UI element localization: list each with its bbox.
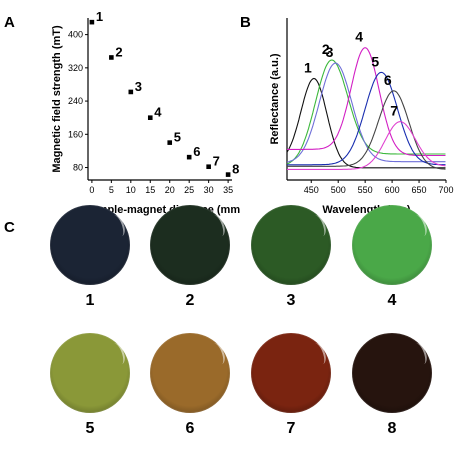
data-point-label: 1 bbox=[96, 9, 103, 24]
data-point bbox=[167, 140, 173, 145]
x-tick-label: 500 bbox=[331, 185, 346, 195]
x-tick-label: 700 bbox=[438, 185, 453, 195]
sample-label-7: 7 bbox=[286, 420, 296, 437]
x-tick-label: 650 bbox=[412, 185, 427, 195]
spectrum-label: 3 bbox=[326, 44, 334, 60]
x-tick-label: 30 bbox=[204, 185, 214, 195]
spectrum-label: 6 bbox=[384, 72, 392, 88]
sample-label-8: 8 bbox=[387, 420, 397, 437]
sample-label-4: 4 bbox=[387, 292, 397, 309]
sample-photo-1 bbox=[50, 205, 130, 285]
glare-highlight bbox=[108, 341, 128, 367]
x-tick-label: 0 bbox=[89, 185, 94, 195]
x-tick-label: 450 bbox=[304, 185, 319, 195]
x-tick-label: 5 bbox=[109, 185, 114, 195]
x-tick-label: 15 bbox=[145, 185, 155, 195]
spectrum-label: 7 bbox=[390, 103, 398, 119]
spectrum-line bbox=[287, 71, 446, 166]
spectrum-line bbox=[286, 62, 446, 163]
data-point bbox=[89, 19, 95, 25]
data-point-label: 3 bbox=[135, 79, 142, 94]
y-tick-label: 400 bbox=[68, 30, 83, 40]
data-point bbox=[225, 172, 231, 177]
sample-label-2: 2 bbox=[185, 292, 195, 309]
data-point bbox=[128, 89, 134, 95]
spectrum-label: 4 bbox=[355, 29, 363, 45]
x-tick-label: 10 bbox=[126, 185, 136, 195]
spectrum-label: 5 bbox=[371, 53, 379, 69]
sample-label-1: 1 bbox=[85, 292, 95, 309]
sample-label-6: 6 bbox=[185, 420, 195, 437]
sample-photo-3 bbox=[251, 205, 331, 285]
sample-photo-6 bbox=[150, 333, 230, 413]
scatter-chart: 0 5 10 15 20 25 30 358016024032040012345678Samp… bbox=[51, 9, 240, 216]
data-point bbox=[206, 164, 211, 170]
panel-letter-b: B bbox=[240, 14, 251, 31]
spectrum-line bbox=[287, 47, 446, 157]
data-point bbox=[109, 55, 114, 60]
x-tick-label: 20 bbox=[165, 185, 175, 195]
panel-letter-c: C bbox=[4, 219, 15, 236]
spectrum-label: 1 bbox=[304, 60, 312, 76]
spectrum-line bbox=[287, 90, 446, 170]
y-tick-label: 80 bbox=[73, 163, 83, 173]
sample-photo-8 bbox=[352, 333, 432, 413]
sample-photo-5 bbox=[50, 333, 130, 413]
data-point bbox=[147, 115, 153, 120]
spectrum-line bbox=[286, 77, 446, 169]
data-point-label: 6 bbox=[193, 144, 200, 159]
y-axis-title: Reflectance (a.u.) bbox=[269, 53, 281, 144]
y-tick-label: 240 bbox=[68, 96, 83, 106]
data-point-label: 8 bbox=[232, 162, 239, 177]
data-point-label: 7 bbox=[213, 154, 220, 169]
y-tick-label: 160 bbox=[68, 129, 83, 139]
x-tick-label: 35 bbox=[223, 185, 233, 195]
spectrum-label: 2 bbox=[322, 41, 330, 57]
sample-photo-7 bbox=[251, 333, 331, 413]
y-axis-title: Magnetic field strength (mT) bbox=[51, 25, 63, 173]
sample-photo-2 bbox=[150, 205, 230, 285]
glare-highlight bbox=[309, 341, 329, 367]
data-point bbox=[186, 154, 192, 160]
spectrum-line bbox=[287, 121, 446, 170]
x-tick-label: 25 bbox=[184, 185, 194, 195]
sample-label-5: 5 bbox=[85, 420, 95, 437]
glare-highlight bbox=[410, 341, 430, 367]
data-point-label: 4 bbox=[154, 105, 162, 120]
panel-letter-a: A bbox=[4, 14, 15, 31]
spectrum-line bbox=[286, 59, 446, 165]
y-tick-label: 320 bbox=[68, 63, 83, 73]
glare-highlight bbox=[208, 341, 228, 367]
x-tick-label: 550 bbox=[358, 185, 373, 195]
x-tick-label: 600 bbox=[385, 185, 400, 195]
sample-label-3: 3 bbox=[286, 292, 296, 309]
sample-photo-4 bbox=[352, 205, 432, 285]
data-point-label: 5 bbox=[174, 130, 181, 145]
data-point-label: 2 bbox=[115, 44, 122, 59]
